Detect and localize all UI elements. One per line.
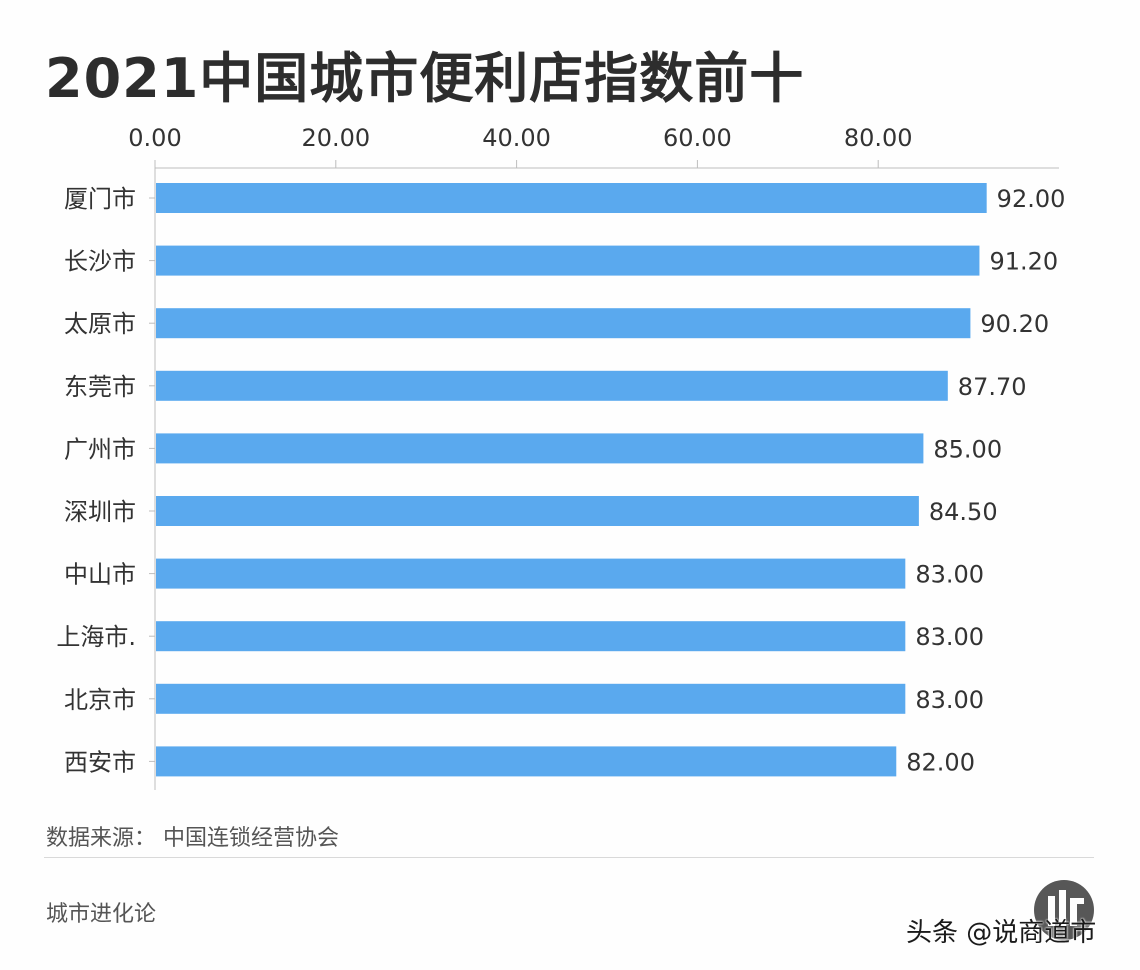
- x-tick-label: 60.00: [663, 124, 732, 152]
- category-label: 深圳市: [64, 498, 136, 526]
- category-label: 西安市: [64, 748, 136, 776]
- bar: [156, 683, 906, 714]
- value-label: 85.00: [933, 435, 1002, 463]
- category-label: 长沙市: [64, 248, 136, 276]
- bar: [156, 621, 906, 652]
- category-label: 太原市: [64, 310, 136, 338]
- data-source-note: 数据来源： 中国连锁经营协会: [46, 826, 339, 851]
- brand-logo-icon: [1034, 880, 1094, 940]
- value-label: 82.00: [906, 748, 975, 776]
- value-label: 92.00: [997, 185, 1066, 213]
- x-tick-label: 0.00: [128, 124, 181, 152]
- bar-chart: 0.00 20.00 40.00 60.00 80.00 厦门市 92.00 长沙市 91.20…: [56, 124, 1066, 790]
- value-label: 83.00: [915, 561, 984, 589]
- value-label: 84.50: [929, 498, 998, 526]
- value-label: 90.20: [980, 310, 1049, 338]
- chart-title: 2021中国城市便利店指数前十: [45, 47, 805, 110]
- bar: [156, 183, 987, 213]
- bar: [156, 496, 919, 526]
- footer-brand: 城市进化论: [46, 902, 157, 927]
- category-label: 广州市: [64, 435, 136, 463]
- bar: [156, 746, 897, 777]
- x-tick-label: 80.00: [844, 124, 913, 152]
- category-label: 东莞市: [64, 373, 136, 401]
- x-tick-label: 40.00: [482, 124, 551, 152]
- category-label: 中山市: [64, 561, 136, 589]
- category-label: 北京市: [64, 686, 136, 714]
- bar: [156, 558, 906, 589]
- watermark-text: 头条 @说商道市: [906, 918, 1097, 948]
- value-label: 83.00: [915, 623, 984, 651]
- value-label: 91.20: [989, 248, 1058, 276]
- value-label: 83.00: [915, 686, 984, 714]
- category-label: 厦门市: [64, 185, 136, 213]
- category-label: 上海市.: [56, 623, 136, 651]
- bar: [156, 370, 948, 401]
- bar: [156, 433, 924, 464]
- bar: [156, 308, 971, 339]
- footer-divider: [44, 857, 1094, 858]
- x-tick-label: 20.00: [301, 124, 370, 152]
- bar: [156, 245, 980, 276]
- value-label: 87.70: [958, 373, 1027, 401]
